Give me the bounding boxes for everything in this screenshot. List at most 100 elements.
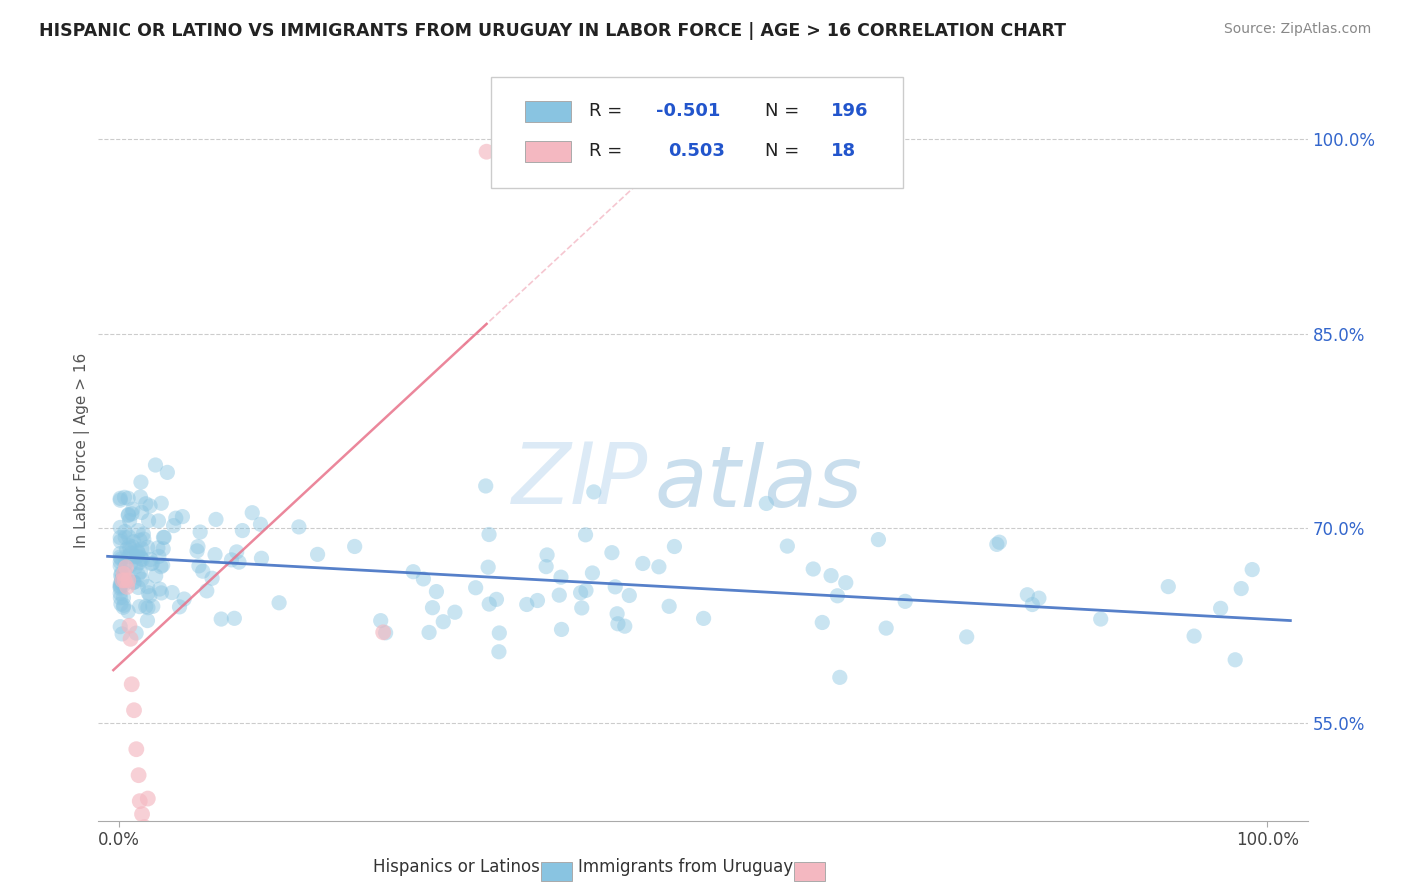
Point (374, 625, 396, 640)
Point (370, 614, 392, 628)
Point (110, 620, 132, 634)
Point (135, 497, 157, 511)
Point (288, 520, 311, 534)
Point (550, 570, 572, 584)
Point (129, 551, 152, 566)
Point (1209, 601, 1232, 615)
Point (160, 585, 183, 599)
Point (148, 549, 170, 564)
Point (127, 567, 149, 582)
Point (550, 623, 572, 637)
Point (755, 496, 778, 510)
Point (136, 580, 159, 594)
Point (127, 544, 149, 558)
Point (516, 598, 538, 612)
Point (575, 583, 598, 598)
Point (112, 599, 135, 613)
Point (125, 559, 148, 574)
Point (444, 605, 467, 619)
Point (120, 558, 142, 572)
Point (110, 531, 132, 545)
Point (110, 568, 132, 582)
Point (776, 539, 799, 553)
Point (125, 742, 148, 756)
Text: Immigrants from Uruguay: Immigrants from Uruguay (578, 858, 793, 876)
Point (658, 599, 681, 614)
Point (141, 556, 163, 570)
Point (195, 583, 218, 598)
Point (120, 632, 142, 646)
Point (149, 559, 172, 574)
Point (110, 591, 132, 605)
Text: R =: R = (589, 142, 628, 160)
Point (117, 604, 139, 618)
Point (131, 552, 153, 566)
Point (152, 530, 174, 544)
Point (240, 506, 263, 520)
Point (619, 589, 641, 603)
Point (606, 616, 628, 631)
Point (132, 527, 155, 541)
Point (128, 794, 150, 808)
Point (128, 556, 150, 570)
Text: Source: ZipAtlas.com: Source: ZipAtlas.com (1223, 22, 1371, 37)
Point (128, 599, 150, 614)
Point (402, 565, 425, 579)
Point (122, 575, 145, 590)
Point (828, 670, 851, 684)
Point (111, 627, 134, 641)
Text: 0.503: 0.503 (668, 142, 725, 160)
Point (204, 548, 226, 562)
FancyBboxPatch shape (526, 102, 571, 122)
Point (111, 568, 134, 582)
Point (373, 625, 395, 640)
Point (894, 594, 917, 608)
Point (134, 820, 156, 834)
Point (162, 518, 184, 533)
Point (122, 549, 145, 564)
Point (801, 562, 824, 576)
Point (138, 514, 160, 528)
Point (110, 566, 132, 581)
Point (536, 548, 558, 562)
Point (131, 506, 153, 520)
Y-axis label: In Labor Force | Age > 16: In Labor Force | Age > 16 (75, 353, 90, 548)
Point (418, 625, 440, 640)
Point (117, 491, 139, 506)
Point (110, 493, 132, 508)
Text: ZIP: ZIP (512, 439, 648, 522)
Point (811, 615, 834, 630)
Point (150, 586, 173, 600)
Point (115, 542, 138, 557)
Point (110, 555, 132, 569)
FancyBboxPatch shape (492, 77, 903, 187)
Point (475, 145, 498, 159)
Point (172, 509, 194, 524)
Point (110, 549, 132, 564)
Point (186, 544, 208, 558)
Point (1017, 588, 1039, 602)
Point (631, 557, 654, 571)
Point (121, 502, 143, 516)
Point (136, 586, 159, 600)
Point (112, 591, 135, 605)
Point (488, 626, 510, 640)
Point (988, 535, 1011, 549)
Point (664, 540, 686, 554)
Point (127, 581, 149, 595)
Text: N =: N = (765, 103, 804, 120)
Point (205, 512, 228, 526)
Point (131, 572, 153, 586)
Point (1090, 612, 1112, 626)
Point (464, 581, 486, 595)
Point (112, 578, 135, 592)
Point (110, 580, 132, 594)
Point (600, 546, 623, 560)
Point (129, 490, 152, 504)
Point (115, 560, 138, 574)
Point (835, 575, 858, 590)
Point (110, 575, 132, 590)
Point (110, 581, 132, 595)
Point (191, 564, 214, 578)
Point (135, 599, 157, 614)
